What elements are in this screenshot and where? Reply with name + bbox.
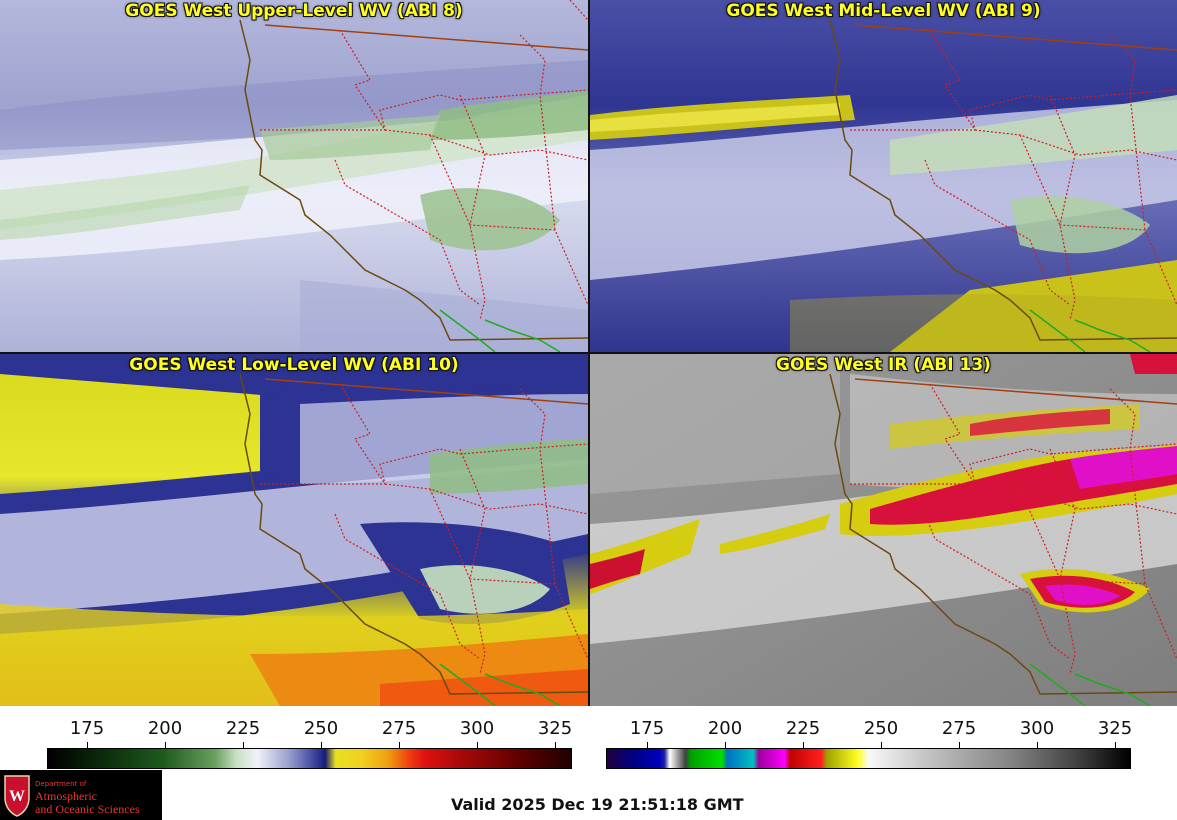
logo-department-text: Department of: [35, 780, 87, 788]
panel-upper-level-wv: GOES West Upper-Level WV (ABI 8): [0, 0, 588, 352]
ir-tick-mark: [725, 742, 726, 748]
ir-tick-label: 225: [785, 718, 821, 739]
aos-logo: W Department of Atmospheric and Oceanic …: [0, 770, 162, 820]
panel-title: GOES West Upper-Level WV (ABI 8): [125, 1, 463, 21]
ir-tick-label: 250: [863, 718, 899, 739]
logo-line-1: Atmospheric: [35, 789, 97, 803]
wv-tick-mark: [321, 742, 322, 748]
university-crest-icon: W: [4, 775, 30, 817]
upper-level-wv-image: [0, 0, 588, 352]
wv-tick-mark: [87, 742, 88, 748]
ir-tick-mark: [959, 742, 960, 748]
wv-tick-mark: [243, 742, 244, 748]
panel-low-level-wv: GOES West Low-Level WV (ABI 10): [0, 354, 588, 706]
wv-tick-label: 250: [303, 718, 339, 739]
wv-tick-label: 300: [459, 718, 495, 739]
ir-tick-label: 325: [1097, 718, 1133, 739]
wv-tick-label: 225: [225, 718, 261, 739]
logo-line-2: and Oceanic Sciences: [35, 802, 140, 816]
panel-ir: GOES West IR (ABI 13): [590, 354, 1177, 706]
ir-image: [590, 354, 1177, 706]
mid-level-wv-image: [590, 0, 1177, 352]
ir-tick-mark: [1037, 742, 1038, 748]
wv-colorbar-tick-labels: 175 200 225 250 275 300 325: [0, 718, 588, 742]
wv-tick-label: 275: [381, 718, 417, 739]
ir-tick-mark: [803, 742, 804, 748]
wv-tick-mark: [555, 742, 556, 748]
wv-tick-mark: [399, 742, 400, 748]
ir-colorbar: [606, 748, 1131, 769]
panel-title: GOES West IR (ABI 13): [776, 355, 991, 375]
ir-tick-label: 275: [941, 718, 977, 739]
valid-time: Valid 2025 Dec 19 21:51:18 GMT: [451, 795, 744, 814]
low-level-wv-image: [0, 354, 588, 706]
wv-tick-label: 175: [69, 718, 105, 739]
ir-tick-mark: [647, 742, 648, 748]
wv-tick-mark: [165, 742, 166, 748]
wv-colorbar: [47, 748, 572, 769]
ir-colorbar-tick-labels: 175 200 225 250 275 300 325: [590, 718, 1177, 742]
panel-divider-horizontal: [0, 352, 1177, 354]
panel-title: GOES West Low-Level WV (ABI 10): [129, 355, 459, 375]
ir-tick-mark: [881, 742, 882, 748]
wv-tick-label: 325: [537, 718, 573, 739]
panel-mid-level-wv: GOES West Mid-Level WV (ABI 9): [590, 0, 1177, 352]
svg-text:W: W: [9, 788, 25, 805]
ir-tick-label: 175: [629, 718, 665, 739]
wv-tick-label: 200: [147, 718, 183, 739]
ir-tick-label: 200: [707, 718, 743, 739]
wv-tick-mark: [477, 742, 478, 748]
panel-title: GOES West Mid-Level WV (ABI 9): [726, 1, 1041, 21]
ir-tick-label: 300: [1019, 718, 1055, 739]
ir-tick-mark: [1115, 742, 1116, 748]
